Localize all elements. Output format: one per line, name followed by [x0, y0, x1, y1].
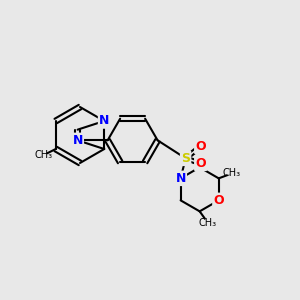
Text: O: O — [213, 194, 224, 207]
Text: O: O — [195, 140, 206, 153]
Text: CH₃: CH₃ — [223, 168, 241, 178]
Text: N: N — [176, 172, 186, 185]
Text: O: O — [195, 157, 206, 170]
Text: S: S — [181, 152, 190, 165]
Text: CH₃: CH₃ — [199, 218, 217, 228]
Text: N: N — [99, 115, 110, 128]
Text: N: N — [72, 134, 83, 147]
Text: CH₃: CH₃ — [35, 150, 53, 160]
